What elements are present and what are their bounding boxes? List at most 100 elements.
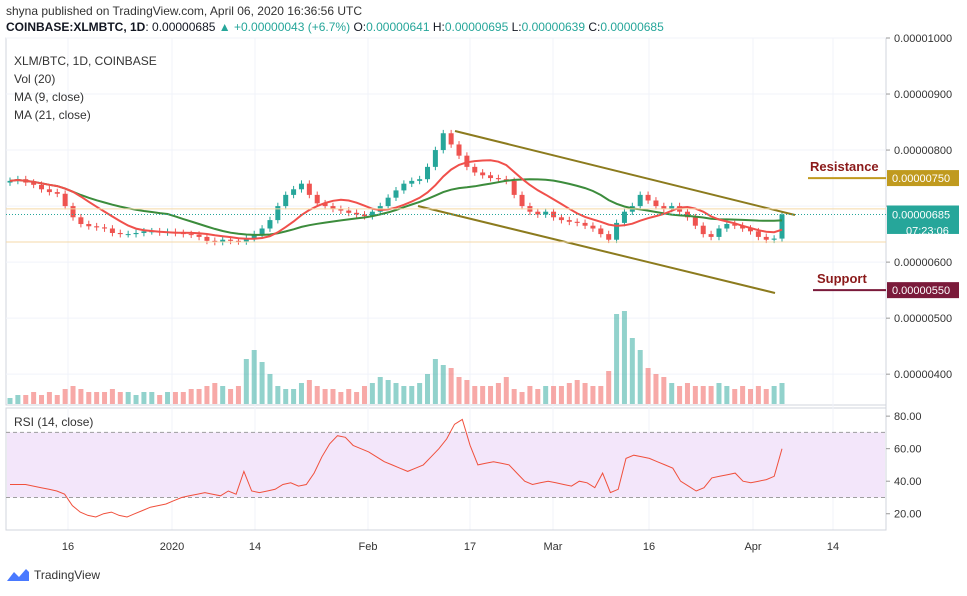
- volume-bar: [653, 374, 659, 404]
- candle-body: [109, 228, 115, 233]
- candle-body: [511, 180, 517, 195]
- volume-bar: [70, 386, 76, 404]
- price-tick-label: 0.00001000: [894, 33, 952, 45]
- candle-body: [141, 231, 147, 233]
- volume-bar: [677, 386, 683, 404]
- candle-body: [401, 183, 407, 191]
- last-price-tag-bg: [887, 205, 959, 240]
- time-tick-label: 16: [62, 541, 74, 553]
- candle-body: [464, 155, 470, 167]
- candle-body: [574, 221, 580, 223]
- candle-body: [291, 189, 297, 195]
- candle-body: [275, 206, 281, 221]
- legend-ma9[interactable]: MA (9, close): [14, 90, 85, 104]
- candle-body: [637, 194, 643, 207]
- candle-body: [212, 240, 218, 242]
- time-tick-label: Mar: [544, 541, 563, 553]
- candle-body: [425, 166, 431, 180]
- quote-line: COINBASE:XLMBTC, 1D: 0.00000685 ▲ +0.000…: [6, 20, 664, 34]
- volume-bar: [771, 386, 777, 404]
- volume-bar: [259, 362, 265, 404]
- volume-bar: [708, 386, 714, 404]
- volume-bar: [204, 386, 210, 404]
- volume-bar: [621, 311, 627, 404]
- volume-bar: [306, 380, 312, 404]
- candle-body: [763, 236, 769, 240]
- volume-bar: [94, 392, 100, 404]
- volume-bar: [125, 392, 131, 404]
- candle-body: [732, 224, 738, 226]
- candle-body: [298, 183, 304, 190]
- volume-bar: [779, 383, 785, 404]
- resistance-price-tag: 0.00000750: [892, 173, 950, 185]
- tradingview-brand[interactable]: TradingView: [6, 568, 100, 582]
- time-tick-label: Apr: [744, 541, 761, 553]
- volume-bar: [543, 386, 549, 404]
- rsi-line: [10, 418, 783, 518]
- volume-bar: [157, 395, 163, 404]
- volume-bar: [519, 392, 525, 404]
- symbol-label[interactable]: COINBASE:XLMBTC, 1D: [6, 20, 146, 34]
- legend-title[interactable]: XLM/BTC, 1D, COINBASE: [14, 54, 157, 68]
- time-tick-label: 14: [249, 541, 261, 553]
- candle-body: [196, 234, 202, 237]
- candle-body: [259, 228, 265, 235]
- volume-bar: [275, 386, 281, 404]
- rsi-title[interactable]: RSI (14, close): [14, 415, 94, 429]
- candle-body: [102, 227, 108, 229]
- volume-bar: [409, 386, 415, 404]
- candle-body: [724, 224, 730, 229]
- candle-body: [747, 228, 753, 232]
- candle-body: [346, 210, 352, 213]
- candle-body: [740, 225, 746, 229]
- candle-body: [472, 166, 478, 173]
- volume-bar: [684, 383, 690, 404]
- legend-ma21[interactable]: MA (21, close): [14, 108, 91, 122]
- volume-bar: [480, 386, 486, 404]
- candle-body: [125, 234, 131, 236]
- volume-bar: [102, 392, 108, 404]
- ma21-line: [9, 178, 783, 236]
- candle-body: [519, 194, 525, 207]
- candle-body: [39, 184, 45, 190]
- volume-bar: [535, 389, 541, 404]
- volume-bar: [369, 383, 375, 404]
- price-tick-label: 0.00000900: [894, 89, 952, 101]
- tradingview-logo-icon: [7, 569, 29, 581]
- candle-body: [661, 206, 667, 209]
- candle-body: [692, 217, 698, 226]
- candle-body: [54, 192, 60, 194]
- candle-body: [62, 193, 68, 207]
- price-tick-label: 0.00000400: [894, 369, 952, 381]
- rsi-tick-label: 40.00: [894, 476, 922, 488]
- last-price: 0.00000685: [152, 20, 216, 34]
- volume-bar: [661, 377, 667, 404]
- candle-body: [716, 228, 722, 237]
- rsi-band: [7, 432, 885, 498]
- candle-body: [46, 189, 52, 193]
- legend-volume[interactable]: Vol (20): [14, 72, 56, 86]
- rsi-tick-label: 80.00: [894, 411, 922, 423]
- volume-bar: [511, 389, 517, 404]
- candle-body: [614, 222, 620, 240]
- candle-body: [306, 183, 312, 195]
- channel-lower-line[interactable]: [417, 205, 776, 294]
- volume-bar: [425, 374, 431, 404]
- candle-body: [7, 180, 13, 183]
- legend: XLM/BTC, 1D, COINBASE Vol (20) MA (9, cl…: [14, 52, 157, 124]
- volume-bar: [86, 392, 92, 404]
- ma9-line: [9, 159, 783, 240]
- price-tick-label: 0.00000500: [894, 313, 952, 325]
- support-annotation: Support: [817, 271, 867, 286]
- volume-bar: [117, 392, 123, 404]
- candle-body: [393, 190, 399, 198]
- volume-bar: [220, 386, 226, 404]
- brand-label: TradingView: [34, 568, 101, 582]
- channel-upper-line[interactable]: [454, 130, 796, 216]
- volume-bar: [629, 338, 635, 404]
- candle-body: [456, 144, 462, 156]
- candle-body: [243, 238, 249, 242]
- volume-bar: [606, 371, 612, 404]
- candle-body: [566, 220, 572, 222]
